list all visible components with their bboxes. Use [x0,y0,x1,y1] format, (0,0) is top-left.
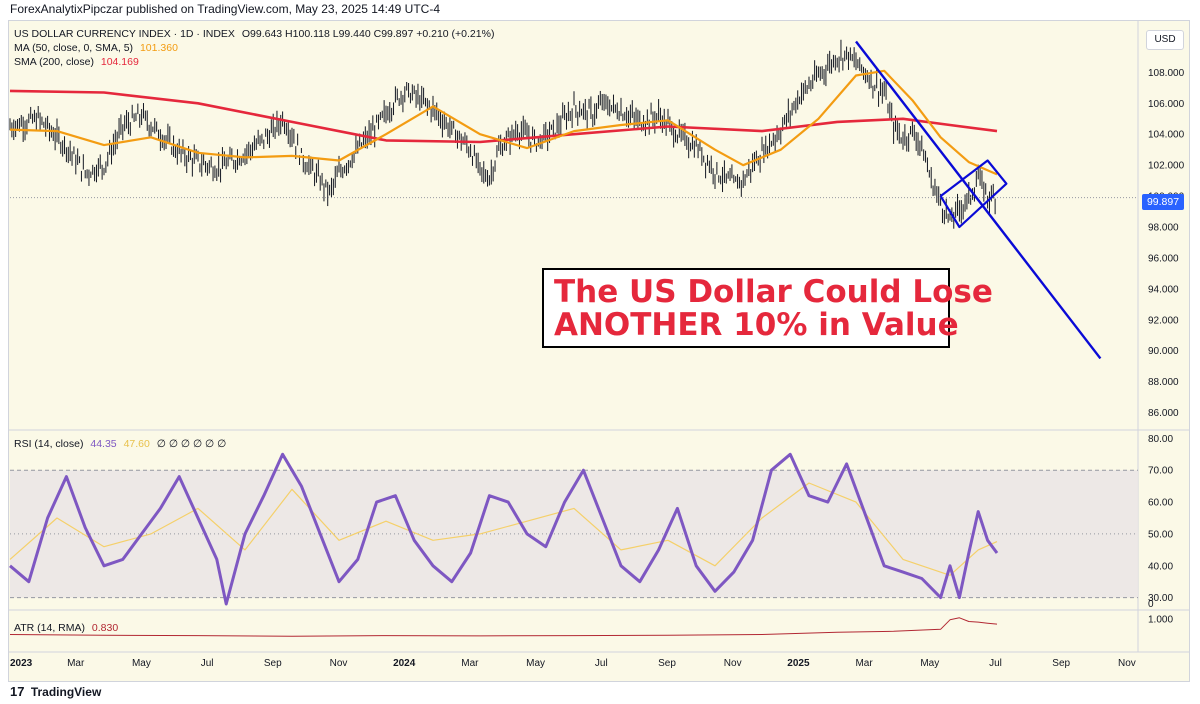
time-axis-label: Mar [855,658,873,669]
time-axis-label: Jul [201,658,214,669]
rsi-axis-tick-label: 30.00 [1148,593,1173,604]
ma50-line [9,69,998,176]
time-axis-label: Jul [595,658,608,669]
price-bars [9,39,996,229]
downtrend-line [855,40,1102,360]
atr-axis-tick-label: 1.000 [1148,615,1173,626]
last-price-tag: 99.897 [1142,194,1184,210]
ma50-value: 101.360 [139,42,178,54]
price-axis-tick-label: 98.000 [1148,223,1179,234]
price-axis-tick-label: 96.000 [1148,253,1179,264]
rsi-extra: ∅ ∅ ∅ ∅ ∅ ∅ [156,438,227,450]
rsi-line [9,452,999,606]
rsi-axis-tick-label: 70.00 [1148,466,1173,477]
time-axis-label: Sep [1052,658,1070,669]
ma50-legend[interactable]: MA (50, close, 0, SMA, 5) 101.360 [14,42,178,54]
sma200-line [9,89,998,144]
price-axis-tick-label: 92.000 [1148,315,1179,326]
time-axis-label: 2023 [10,658,33,669]
rsi-axis-tick-label: 40.00 [1148,561,1173,572]
sma200-legend[interactable]: SMA (200, close) 104.169 [14,56,139,68]
callout-line-1: The US Dollar Could Lose [554,274,993,310]
time-axis-label: Sep [264,658,282,669]
time-axis-label: May [920,658,939,669]
price-axis-tick-label: 106.000 [1148,99,1185,110]
rsi-ma-line [9,482,998,576]
atr-label: ATR (14, RMA) [14,622,85,634]
time-axis-label: Nov [724,658,742,669]
rsi-axis-tick-label: 80.00 [1148,434,1173,445]
sma200-label: SMA (200, close) [14,56,94,68]
price-axis-tick-label: 102.000 [1148,161,1185,172]
rsi-axis-tick-label: 50.00 [1148,529,1173,540]
atr-axis-tick-label: 0 [1148,599,1154,610]
currency-selector[interactable]: USD [1146,30,1184,50]
price-axis-tick-label: 94.000 [1148,284,1179,295]
time-axis-label: 2025 [787,658,810,669]
symbol-name: US DOLLAR CURRENCY INDEX · 1D · INDEX [14,28,235,40]
rsi-axis-tick-label: 60.00 [1148,498,1173,509]
symbol-legend[interactable]: US DOLLAR CURRENCY INDEX · 1D · INDEX O9… [14,28,494,40]
rsi-label: RSI (14, close) [14,438,84,450]
price-axis-tick-label: 104.000 [1148,130,1185,141]
callout-line-2: ANOTHER 10% in Value [554,307,959,343]
price-axis-tick-label: 108.000 [1148,68,1185,79]
time-axis-label: Sep [658,658,676,669]
tradingview-brand[interactable]: 17 TradingView [10,684,101,699]
atr-legend[interactable]: ATR (14, RMA) 0.830 [14,622,118,634]
time-axis-label: Nov [1118,658,1136,669]
price-axis-tick-label: 90.000 [1148,346,1179,357]
atr-value: 0.830 [91,622,119,634]
atr-line [9,617,998,637]
tradingview-logo-icon: 17 [10,684,25,699]
time-axis-label: Nov [330,658,348,669]
rsi-value: 44.35 [90,438,117,450]
price-axis-tick-label: 86.000 [1148,408,1179,419]
callout-box: The US Dollar Could Lose ANOTHER 10% in … [542,268,993,348]
rsi-legend[interactable]: RSI (14, close) 44.35 47.60 ∅ ∅ ∅ ∅ ∅ ∅ [14,438,226,450]
price-axis-tick-label: 88.000 [1148,377,1179,388]
rsi-ma-value: 47.60 [123,438,150,450]
time-axis-label: Mar [67,658,85,669]
time-axis-label: Jul [989,658,1002,669]
ohlc-values: O99.643 H100.118 L99.440 C99.897 +0.210 … [241,28,495,40]
brand-name: TradingView [30,685,102,699]
time-axis-label: 2024 [393,658,416,669]
time-axis-label: May [526,658,545,669]
time-axis-label: Mar [461,658,479,669]
channel-box [939,159,1008,229]
ma50-label: MA (50, close, 0, SMA, 5) [14,42,134,54]
published-line: ForexAnalytixPipczar published on Tradin… [10,2,441,16]
time-axis-label: May [132,658,151,669]
sma200-value: 104.169 [100,56,139,68]
